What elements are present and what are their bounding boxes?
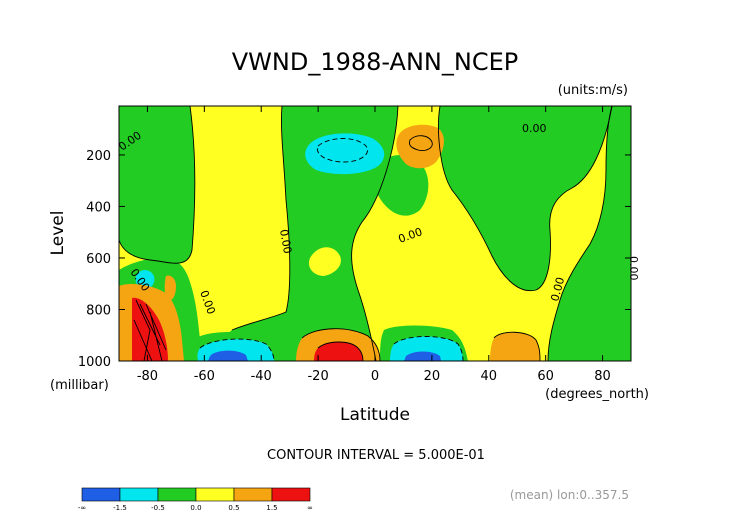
- contour-fill: [119, 106, 631, 361]
- region-orange-polar2: [164, 275, 176, 301]
- y-axis-title: Level: [48, 211, 68, 256]
- region-orange-upper: [396, 124, 444, 169]
- contour-label: 0.00: [548, 276, 567, 303]
- colorbar-swatch: [81, 487, 121, 502]
- x-tick-label: 80: [594, 369, 611, 384]
- units-label: (units:m/s): [558, 83, 628, 98]
- contour-lines: [119, 106, 613, 361]
- colorbar-label: -0.5: [151, 504, 165, 512]
- region-orange-nh-low: [490, 332, 540, 361]
- region-green-sh-polar: [119, 106, 195, 264]
- x-axis-title: Latitude: [340, 405, 410, 425]
- region-green-nh-right: [548, 106, 631, 361]
- colorbar-label: -∞: [78, 504, 86, 512]
- x-tick-label: -20: [307, 369, 328, 384]
- colorbar: -∞ -1.5 -0.5 0.0 0.5 1.5 ∞: [78, 487, 313, 512]
- colorbar-swatch: [195, 487, 235, 502]
- x-tick-label: 20: [424, 369, 441, 384]
- mean-lon-label: (mean) lon:0..357.5: [510, 488, 629, 502]
- colorbar-swatch: [157, 487, 197, 502]
- colorbar-swatch: [233, 487, 273, 502]
- colorbar-label: ∞: [307, 504, 313, 512]
- x-axis-units: (degrees_north): [545, 387, 649, 402]
- chart-title: VWND_1988-ANN_NCEP: [232, 48, 518, 76]
- region-green-nh-upper: [438, 106, 612, 291]
- region-cyan-upper: [305, 133, 385, 175]
- y-tick-label: 200: [86, 149, 111, 164]
- region-blue-sh: [208, 350, 248, 361]
- colorbar-label: -1.5: [113, 504, 127, 512]
- x-tick-label: 0: [371, 369, 379, 384]
- x-tick-label: -40: [251, 369, 272, 384]
- contour-label: 0.00: [522, 122, 547, 135]
- x-tick-label: 40: [481, 369, 498, 384]
- x-axis: -80 -60 -40 -20 0 20 40 60 80: [137, 106, 611, 384]
- region-green-sh-blob: [308, 247, 341, 276]
- y-tick-label: 400: [86, 200, 111, 215]
- x-tick-label: 60: [537, 369, 554, 384]
- y-axis-units: (millibar): [50, 378, 109, 393]
- contour-interval-label: CONTOUR INTERVAL = 5.000E-01: [267, 448, 485, 463]
- y-tick-label: 1000: [78, 355, 111, 370]
- y-tick-label: 600: [86, 252, 111, 267]
- region-red-sh-low: [314, 342, 363, 361]
- colorbar-label: 0.5: [228, 504, 239, 512]
- y-axis: 200 400 600 800 1000: [78, 149, 631, 370]
- contour-label: 0.00: [277, 228, 294, 254]
- colorbar-label: 0.0: [190, 504, 201, 512]
- y-tick-label: 800: [86, 303, 111, 318]
- contour-label: 0.00: [627, 256, 640, 281]
- colorbar-swatch: [271, 487, 311, 502]
- colorbar-label: 1.5: [266, 504, 277, 512]
- x-tick-label: -60: [194, 369, 215, 384]
- colorbar-swatch: [119, 487, 159, 502]
- x-tick-label: -80: [137, 369, 158, 384]
